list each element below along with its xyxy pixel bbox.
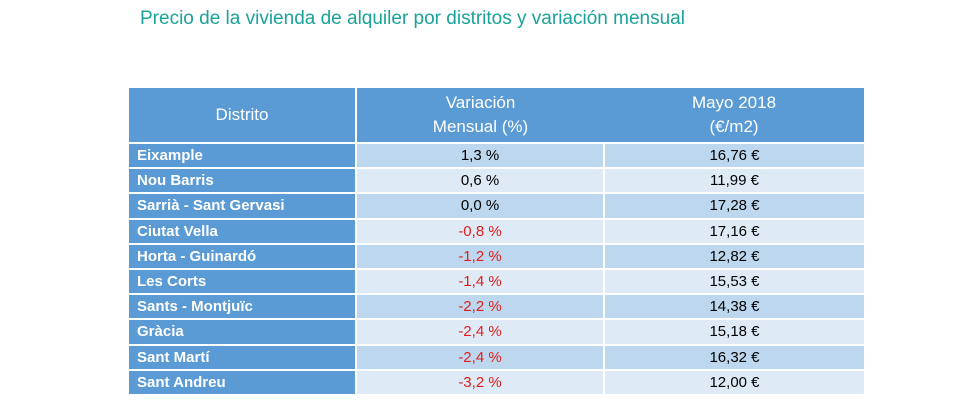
variation-cell: -3,2 % [356, 368, 605, 394]
price-cell: 15,53 € [604, 267, 864, 295]
variation-cell: -0,8 % [356, 217, 605, 244]
header-price-line1: Mayo 2018 [691, 93, 777, 112]
district-cell: Sant Andreu [129, 368, 357, 394]
table-row: Les Corts -1,4 % 15,53 € [129, 267, 864, 295]
variation-cell: -2,4 % [356, 318, 605, 345]
header-district: Distrito [129, 88, 357, 143]
table-row: Horta - Guinardó -1,2 % 12,82 € [129, 242, 864, 269]
table-row: Sant Martí -2,4 % 16,32 € [129, 343, 864, 370]
variation-cell: -1,4 % [356, 267, 605, 295]
table-row: Sants - Montjuïc -2,2 % 14,38 € [129, 293, 864, 320]
variation-cell: -2,4 % [356, 343, 605, 370]
table-row: Ciutat Vella -0,8 % 17,16 € [129, 217, 864, 244]
variation-cell: 1,3 % [356, 141, 605, 169]
district-cell: Sant Martí [129, 343, 357, 370]
table-body: Eixample 1,3 % 16,76 € Nou Barris 0,6 % 11,99… [129, 141, 864, 394]
district-cell: Sarrià - Sant Gervasi [129, 192, 357, 219]
header-row: Distrito Variación Mensual (%) Mayo 2018… [129, 88, 864, 143]
table-row: Eixample 1,3 % 16,76 € [129, 141, 864, 169]
district-cell: Eixample [129, 141, 357, 169]
district-cell: Horta - Guinardó [129, 242, 357, 269]
table-row: Sarrià - Sant Gervasi 0,0 % 17,28 € [129, 192, 864, 219]
header-variation-line2: Mensual (%) [432, 117, 529, 136]
district-cell: Nou Barris [129, 167, 357, 194]
header-variation: Variación Mensual (%) [356, 88, 604, 143]
table-row: Gràcia -2,4 % 15,18 € [129, 318, 864, 345]
page-title: Precio de la vivienda de alquiler por di… [140, 8, 685, 29]
variation-cell: 0,6 % [356, 167, 605, 194]
price-cell: 12,00 € [604, 368, 864, 394]
header-price-line2: (€/m2) [709, 117, 759, 136]
district-cell: Gràcia [129, 318, 357, 345]
variation-cell: -1,2 % [356, 242, 605, 269]
price-cell: 11,99 € [604, 167, 864, 194]
header-price: Mayo 2018 (€/m2) [604, 88, 864, 143]
price-cell: 12,82 € [604, 242, 864, 269]
price-cell: 17,16 € [604, 217, 864, 244]
price-cell: 15,18 € [604, 318, 864, 345]
district-cell: Ciutat Vella [129, 217, 357, 244]
rental-price-table: Distrito Variación Mensual (%) Mayo 2018… [129, 88, 864, 394]
header-variation-line1: Variación [445, 93, 516, 112]
district-cell: Sants - Montjuïc [129, 293, 357, 320]
table-header: Distrito Variación Mensual (%) Mayo 2018… [129, 88, 864, 143]
table-row: Nou Barris 0,6 % 11,99 € [129, 167, 864, 194]
price-cell: 16,76 € [604, 141, 864, 169]
table-row: Sant Andreu -3,2 % 12,00 € [129, 368, 864, 394]
price-cell: 17,28 € [604, 192, 864, 219]
district-cell: Les Corts [129, 267, 357, 295]
variation-cell: 0,0 % [356, 192, 605, 219]
price-cell: 16,32 € [604, 343, 864, 370]
variation-cell: -2,2 % [356, 293, 605, 320]
price-cell: 14,38 € [604, 293, 864, 320]
